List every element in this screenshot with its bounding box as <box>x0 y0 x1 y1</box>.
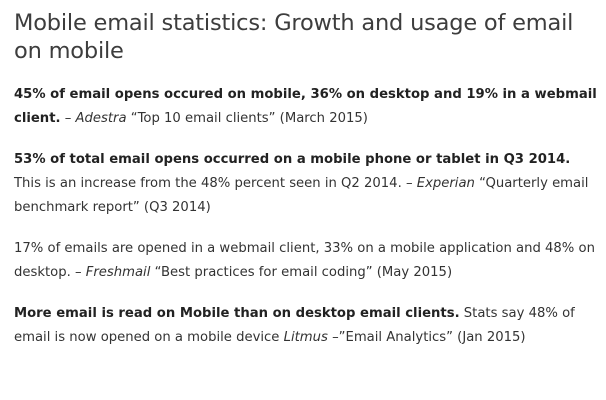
stat-text: 17% of emails are opened in a webmail cl… <box>14 241 595 280</box>
stat-report: “Quarterly email benchmark report” (Q3 2… <box>14 176 589 215</box>
stat-dash: – <box>60 111 76 126</box>
stat-report: “Best practices for email coding” (May 2… <box>150 265 453 280</box>
stat-highlight: 53% of total email opens occurred on a m… <box>14 152 571 167</box>
stat-highlight: More email is read on Mobile than on des… <box>14 306 460 321</box>
stat-source: Experian <box>416 176 475 191</box>
stat-source: Freshmail <box>85 265 151 280</box>
stat-text: This is an increase from the 48% percent… <box>14 176 417 191</box>
page-title: Mobile email statistics: Growth and usag… <box>14 10 574 64</box>
stat-paragraph-experian: 53% of total email opens occurred on a m… <box>14 148 600 220</box>
stat-source: Adestra <box>75 111 127 126</box>
stat-report: “Top 10 email clients” (March 2015) <box>126 111 368 126</box>
stat-paragraph-adestra: 45% of email opens occured on mobile, 36… <box>14 83 600 131</box>
stat-paragraph-freshmail: 17% of emails are opened in a webmail cl… <box>14 237 600 285</box>
stat-highlight: 45% of email opens occured on mobile, 36… <box>14 87 597 126</box>
stat-source: Litmus <box>283 330 328 345</box>
stat-text: Stats say 48% of email is now opened on … <box>14 306 575 345</box>
stat-paragraph-litmus: More email is read on Mobile than on des… <box>14 302 600 350</box>
stat-report: –”Email Analytics” (Jan 2015) <box>327 330 526 345</box>
